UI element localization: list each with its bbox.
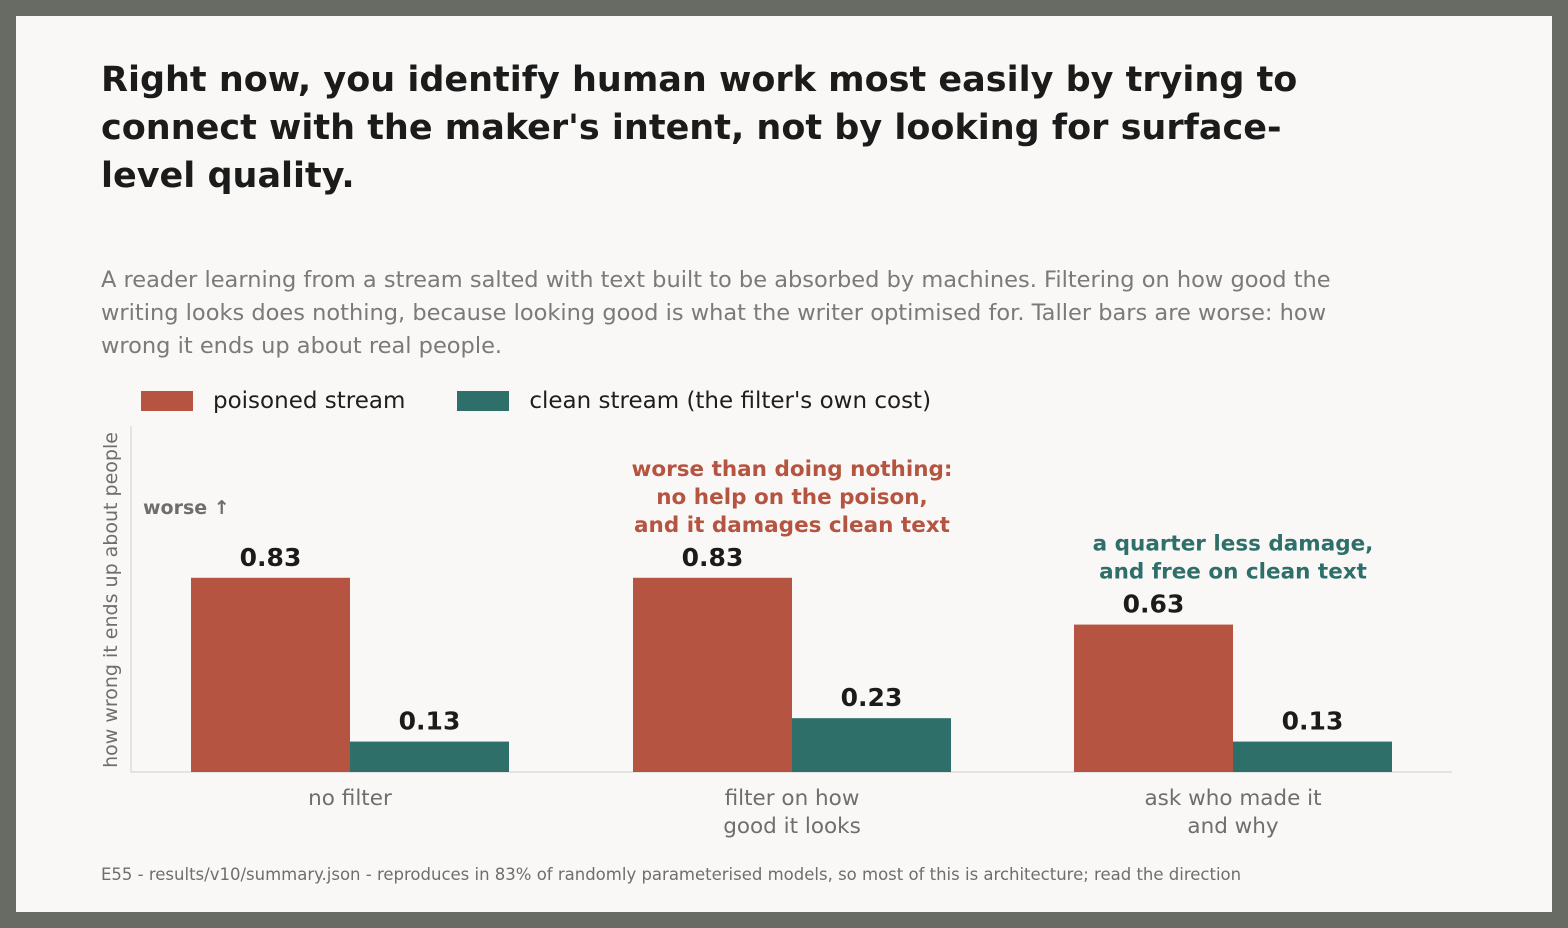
legend-label-clean: clean stream (the filter's own cost) xyxy=(529,388,932,414)
chart-title: Right now, you identify human work most … xyxy=(101,60,1298,196)
annotation-0-line: and it damages clean text xyxy=(634,513,950,538)
y-axis-label: how wrong it ends up about people xyxy=(100,432,122,768)
x-tick-label-0: no filter xyxy=(308,786,392,811)
chart-card: Right now, you identify human work most … xyxy=(16,16,1552,912)
chart-subtitle: A reader learning from a stream salted w… xyxy=(101,267,1331,359)
data-label-clean-0: 0.13 xyxy=(399,707,461,736)
bar-poisoned-0 xyxy=(191,577,350,772)
annotation-0-line: no help on the poison, xyxy=(656,485,927,510)
annotation-1-line: a quarter less damage, xyxy=(1093,532,1374,557)
x-tick-label-1: filter on how xyxy=(725,786,860,811)
legend-swatch-poisoned xyxy=(141,391,193,411)
x-tick-label-2: and why xyxy=(1187,814,1278,839)
legend-swatch-clean xyxy=(457,391,510,411)
bar-chart: how wrong it ends up about people worse ↑… xyxy=(100,426,1452,839)
legend-label-poisoned: poisoned stream xyxy=(213,388,406,414)
bar-clean-2 xyxy=(1233,741,1392,772)
bar-poisoned-1 xyxy=(633,577,792,772)
data-label-poisoned-1: 0.83 xyxy=(682,543,744,572)
bar-clean-1 xyxy=(792,718,951,772)
x-tick-label-2: ask who made it xyxy=(1144,786,1321,811)
legend-item-clean: clean stream (the filter's own cost) xyxy=(457,388,931,414)
data-label-clean-1: 0.23 xyxy=(841,683,903,712)
bar-poisoned-2 xyxy=(1074,624,1233,772)
legend: poisoned stream clean stream (the filter… xyxy=(141,388,983,414)
bar-clean-0 xyxy=(350,741,509,772)
annotation-1-line: and free on clean text xyxy=(1099,560,1367,585)
legend-item-poisoned: poisoned stream xyxy=(141,388,405,414)
data-label-clean-2: 0.13 xyxy=(1282,707,1344,736)
annotation-0-line: worse than doing nothing: xyxy=(631,457,952,482)
worse-marker: worse ↑ xyxy=(143,497,230,519)
data-label-poisoned-2: 0.63 xyxy=(1123,590,1185,619)
footer-note: E55 - results/v10/summary.json - reprodu… xyxy=(101,865,1242,884)
data-label-poisoned-0: 0.83 xyxy=(240,543,302,572)
x-tick-label-1: good it looks xyxy=(723,814,861,839)
